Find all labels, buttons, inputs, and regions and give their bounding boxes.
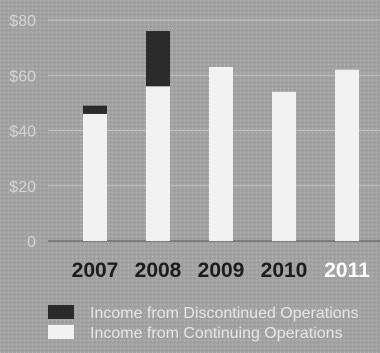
y-tick-label-1: $20 [9, 179, 36, 196]
x-tick-label-2011: 2011 [324, 259, 370, 282]
legend-swatch-1 [48, 305, 74, 319]
legend-label-1: Income from Discontinued Operations [90, 305, 359, 322]
y-tick-label-2: $40 [9, 124, 36, 141]
legend-swatch-0 [48, 325, 74, 339]
bar-2011-series-0 [335, 69, 359, 241]
bar-2007-series-1 [83, 105, 107, 114]
bar-2009-series-0 [209, 66, 233, 242]
legend: Income from Discontinued Operations Incom… [48, 305, 359, 342]
y-tick-label-4: $80 [9, 13, 36, 30]
x-tick-label-2009: 2009 [198, 259, 245, 282]
bar-2008-series-0 [146, 86, 170, 241]
x-tick-label-2007: 2007 [72, 259, 119, 282]
x-tick-label-2010: 2010 [261, 259, 308, 282]
bars-layer [83, 31, 359, 242]
y-tick-label-0: 0 [27, 234, 36, 251]
labels-layer: 0 $20 $40 $60 $80 2007 2008 2009 2010 2011 [9, 13, 370, 282]
legend-label-0: Income from Continuing Operations [90, 325, 343, 342]
x-tick-label-2008: 2008 [135, 259, 182, 282]
bar-2010-series-0 [272, 91, 296, 241]
bar-2008-series-1 [146, 31, 170, 87]
y-tick-label-3: $60 [9, 68, 36, 85]
bar-2007-series-0 [83, 113, 107, 241]
